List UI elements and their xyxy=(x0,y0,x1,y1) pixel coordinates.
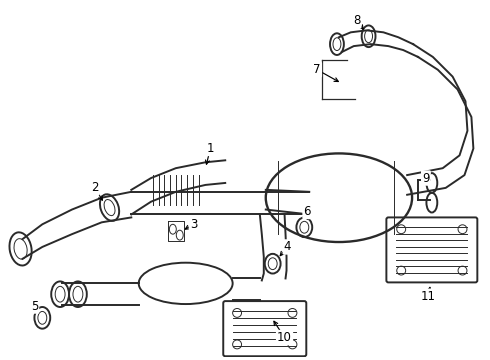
Text: 3: 3 xyxy=(190,218,197,231)
Text: 7: 7 xyxy=(314,63,321,76)
Text: 5: 5 xyxy=(31,300,38,312)
Text: 9: 9 xyxy=(422,171,430,185)
Text: 2: 2 xyxy=(91,181,98,194)
Text: 10: 10 xyxy=(277,331,292,344)
Text: 6: 6 xyxy=(303,205,311,218)
Text: 11: 11 xyxy=(420,290,436,303)
Text: 1: 1 xyxy=(207,142,214,155)
Text: 4: 4 xyxy=(284,240,291,253)
Text: 8: 8 xyxy=(353,14,361,27)
